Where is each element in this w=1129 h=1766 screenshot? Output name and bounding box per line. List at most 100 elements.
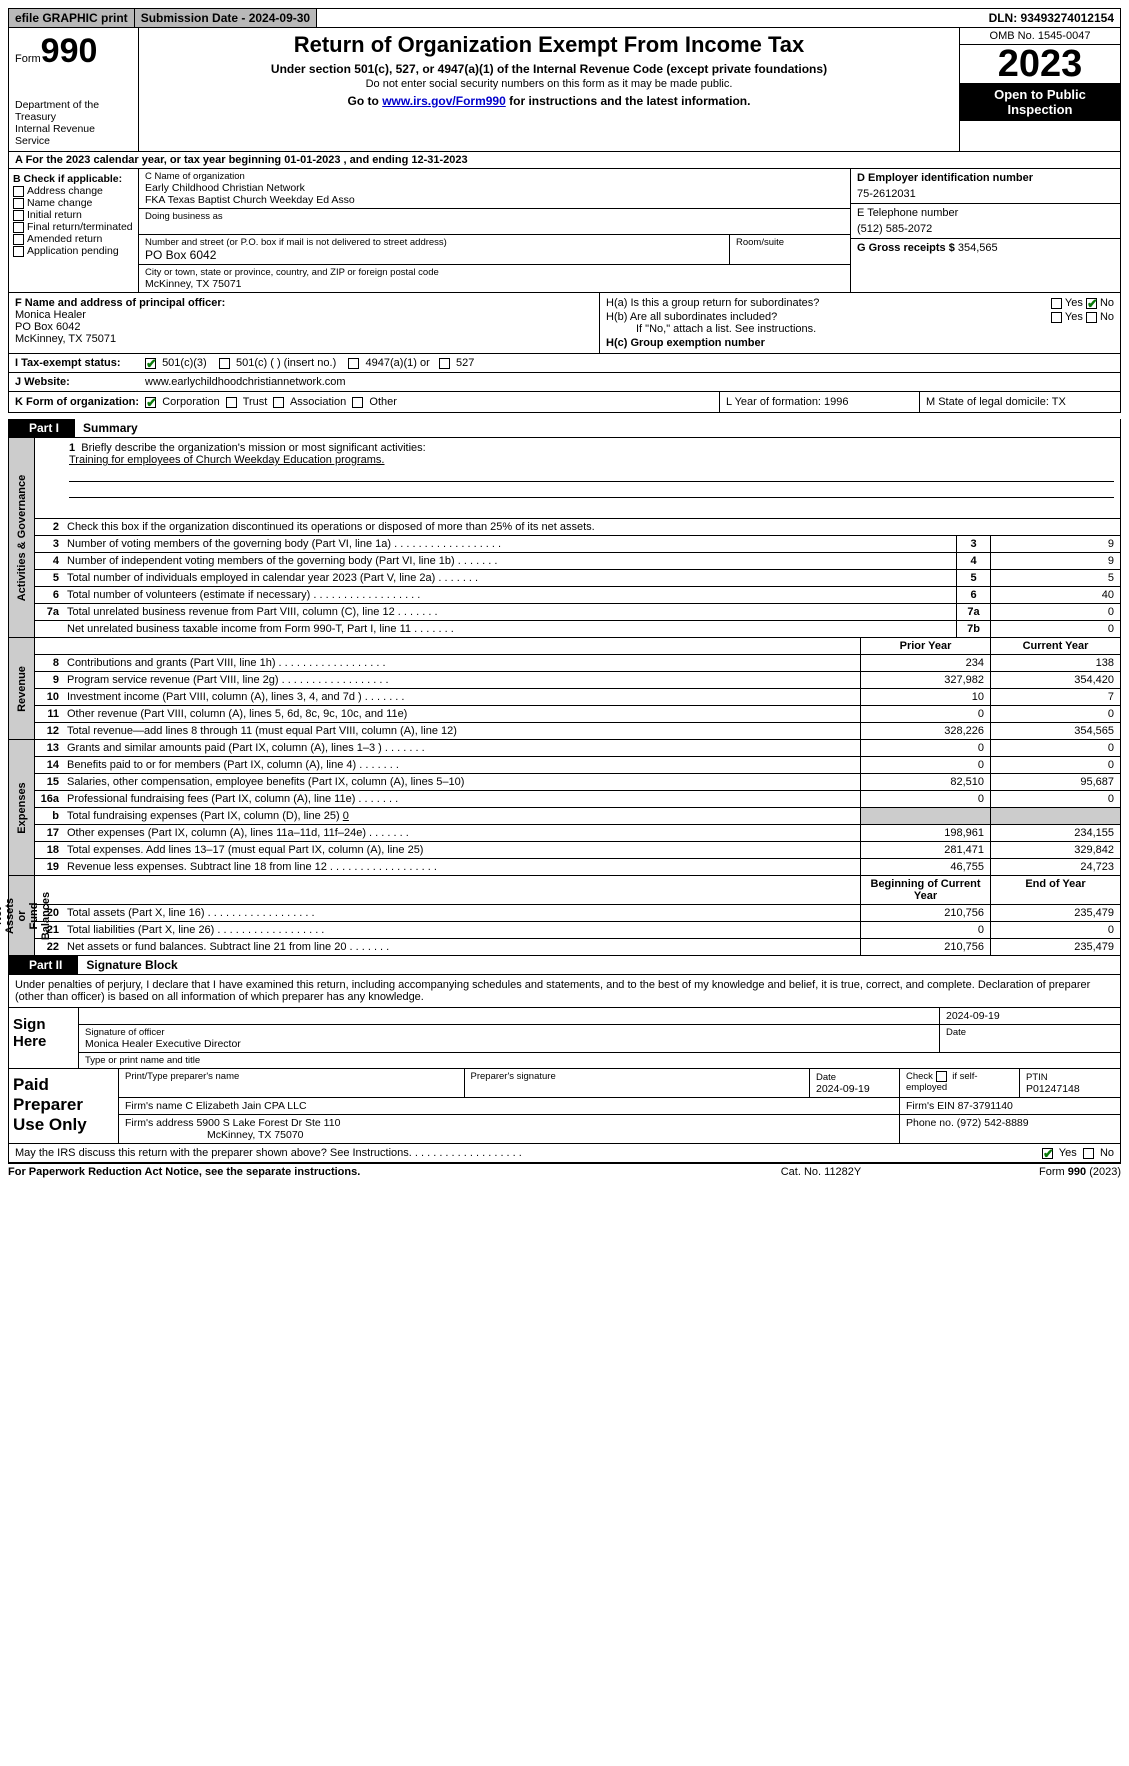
prep-ptin: P01247148 (1026, 1083, 1080, 1095)
box-d: D Employer identification number 75-2612… (850, 169, 1120, 292)
l12-py: 328,226 (860, 723, 990, 739)
org-name-label: C Name of organization (145, 171, 844, 182)
vtab-exp: Expenses (9, 740, 35, 875)
l14-t: Benefits paid to or for members (Part IX… (67, 759, 356, 771)
officer-label: F Name and address of principal officer: (15, 297, 593, 309)
form-subtitle: Under section 501(c), 527, or 4947(a)(1)… (147, 62, 951, 76)
lbl-name-change: Name change (27, 197, 92, 209)
tax-year: 2023 (960, 45, 1120, 83)
part1-title: Summary (75, 419, 1120, 437)
chk-name-change[interactable] (13, 198, 24, 209)
top-bar: efile GRAPHIC print Submission Date - 20… (8, 8, 1121, 28)
l19-py: 46,755 (860, 859, 990, 875)
chk-discuss-no[interactable] (1083, 1148, 1094, 1159)
chk-address-change[interactable] (13, 186, 24, 197)
firm-label: Firm's name (125, 1100, 185, 1112)
l14-cy: 0 (990, 757, 1120, 773)
mission-block: 1 Briefly describe the organization's mi… (35, 438, 1120, 519)
chk-501c[interactable] (219, 358, 230, 369)
line7a-v: 0 (990, 604, 1120, 620)
line6-b: 6 (956, 587, 990, 603)
irs-link[interactable]: www.irs.gov/Form990 (382, 94, 506, 108)
year-formation: L Year of formation: 1996 (720, 392, 920, 412)
l20-cy: 235,479 (990, 905, 1120, 921)
chk-4947[interactable] (348, 358, 359, 369)
chk-final-return[interactable] (13, 222, 24, 233)
l20-t: Total assets (Part X, line 16) (67, 907, 205, 919)
hc-label: H(c) Group exemption number (606, 337, 1114, 349)
chk-other[interactable] (352, 397, 363, 408)
l18-cy: 329,842 (990, 842, 1120, 858)
tax-status-label: I Tax-exempt status: (9, 354, 139, 372)
lbl-527: 527 (456, 357, 474, 369)
chk-corp[interactable] (145, 397, 156, 408)
line4-b: 4 (956, 553, 990, 569)
chk-self-emp[interactable] (936, 1071, 947, 1082)
ha-label: H(a) Is this a group return for subordin… (606, 297, 1051, 309)
box-h: H(a) Is this a group return for subordin… (600, 293, 1120, 353)
ha-no: No (1100, 297, 1114, 309)
lbl-app-pending: Application pending (27, 245, 119, 257)
officer-addr2: McKinney, TX 75071 (15, 333, 593, 345)
hb-yes: Yes (1065, 311, 1083, 323)
box-f: F Name and address of principal officer:… (9, 293, 600, 353)
chk-trust[interactable] (226, 397, 237, 408)
prep-h2: Preparer's signature (465, 1069, 811, 1097)
chk-ha-yes[interactable] (1051, 298, 1062, 309)
street-val: PO Box 6042 (145, 248, 723, 262)
gross-val: 354,565 (958, 242, 998, 254)
l16b-cy (990, 808, 1120, 824)
lbl-address-change: Address change (27, 185, 103, 197)
chk-amended[interactable] (13, 234, 24, 245)
chk-discuss-yes[interactable] (1042, 1148, 1053, 1159)
efile-label: efile GRAPHIC print (9, 9, 135, 27)
l9-t: Program service revenue (Part VIII, line… (67, 674, 279, 686)
chk-assoc[interactable] (273, 397, 284, 408)
l13-py: 0 (860, 740, 990, 756)
officer-addr1: PO Box 6042 (15, 321, 593, 333)
chk-hb-yes[interactable] (1051, 312, 1062, 323)
line5-b: 5 (956, 570, 990, 586)
line7a-t: Total unrelated business revenue from Pa… (67, 606, 395, 618)
l8-py: 234 (860, 655, 990, 671)
discuss-q: May the IRS discuss this return with the… (15, 1147, 412, 1159)
tel-val: (512) 585-2072 (857, 223, 1114, 235)
vtab-rev: Revenue (9, 638, 35, 739)
chk-ha-no[interactable] (1086, 298, 1097, 309)
lbl-501c: 501(c) ( ) (insert no.) (236, 357, 336, 369)
l21-t: Total liabilities (Part X, line 26) (67, 924, 214, 936)
sig-intro: Under penalties of perjury, I declare th… (8, 975, 1121, 1008)
l16b-t: Total fundraising expenses (Part IX, col… (67, 810, 343, 822)
chk-527[interactable] (439, 358, 450, 369)
l9-cy: 354,420 (990, 672, 1120, 688)
submission-date: Submission Date - 2024-09-30 (135, 9, 317, 27)
discuss-no: No (1100, 1147, 1114, 1159)
sig-officer: Monica Healer Executive Director (85, 1038, 933, 1050)
footer-right: Form 990 (2023) (921, 1166, 1121, 1178)
chk-initial-return[interactable] (13, 210, 24, 221)
l8-cy: 138 (990, 655, 1120, 671)
sign-block: Sign Here 2024-09-19 Signature of office… (8, 1008, 1121, 1069)
lbl-other: Other (369, 396, 397, 408)
box-b-label: B Check if applicable: (13, 173, 134, 185)
line4-v: 9 (990, 553, 1120, 569)
line5-v: 5 (990, 570, 1120, 586)
chk-app-pending[interactable] (13, 246, 24, 257)
website-label: J Website: (9, 373, 139, 391)
l16a-cy: 0 (990, 791, 1120, 807)
rev-section: Revenue Prior YearCurrent Year 8Contribu… (8, 638, 1121, 740)
line3-v: 9 (990, 536, 1120, 552)
chk-501c3[interactable] (145, 358, 156, 369)
hdr-current-year: Current Year (990, 638, 1120, 654)
preparer-block: Paid Preparer Use Only Print/Type prepar… (8, 1069, 1121, 1144)
mission-q: Briefly describe the organization's miss… (81, 442, 425, 454)
l16b-py (860, 808, 990, 824)
l10-cy: 7 (990, 689, 1120, 705)
prep-h1: Print/Type preparer's name (119, 1069, 465, 1097)
org-name-1: Early Childhood Christian Network (145, 182, 844, 194)
chk-hb-no[interactable] (1086, 312, 1097, 323)
ein-label: D Employer identification number (857, 172, 1114, 184)
lbl-501c3: 501(c)(3) (162, 357, 207, 369)
korg-row: K Form of organization: Corporation Trus… (8, 392, 1121, 413)
firm-phone: (972) 542-8889 (957, 1117, 1029, 1129)
